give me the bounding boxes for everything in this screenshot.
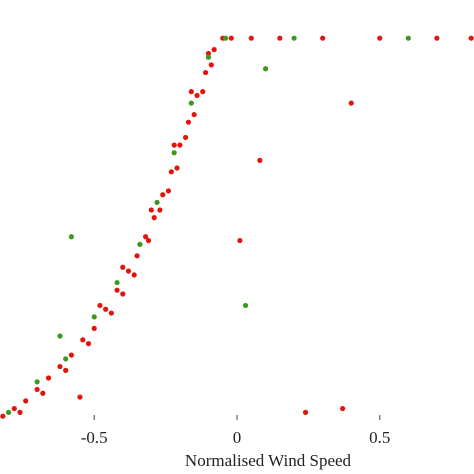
point [5,409,12,415]
point [63,356,69,362]
x-axis-label: Normalised Wind Speed [185,451,352,470]
point [91,314,97,320]
point [120,291,126,297]
point [242,302,249,309]
point [148,207,154,213]
point [68,234,74,240]
point [134,253,140,259]
point [57,363,63,370]
point [257,157,263,163]
point [171,142,177,148]
point [302,409,309,415]
point [205,54,212,60]
point [145,237,152,244]
point [40,390,46,396]
point [160,192,166,198]
point [191,111,197,118]
point [188,100,194,106]
point [103,306,109,312]
point [97,302,103,309]
point [177,142,183,148]
point [171,150,177,156]
point [277,35,283,41]
point [194,92,200,99]
point [222,35,229,41]
point [202,69,209,76]
point [34,379,40,385]
point [205,50,212,57]
point [188,89,194,95]
point [154,199,160,205]
point [377,35,383,41]
point [125,268,132,274]
point [168,169,174,175]
point [108,310,114,316]
point [211,47,217,53]
x-tick-label: 0 [233,428,242,447]
point [320,35,326,41]
point [185,119,192,125]
point [291,35,297,41]
point [348,100,354,106]
point [157,207,163,213]
point [17,409,23,415]
point [63,367,69,373]
point [340,405,346,412]
point [405,35,411,41]
point [165,188,172,194]
point [45,375,52,381]
point [174,165,180,171]
point [183,134,189,141]
point [137,241,143,247]
point [68,352,74,358]
point [57,333,63,339]
point [143,234,149,240]
point [200,89,206,95]
point [131,272,137,278]
point [228,35,234,41]
point [114,279,120,286]
point [151,215,157,221]
x-tick-label: 0.5 [369,428,390,447]
point [23,398,29,404]
point [91,325,97,331]
point [262,66,269,72]
x-tick-label: -0.5 [81,428,108,447]
point [80,337,86,343]
point [468,35,474,41]
point [114,287,120,293]
point [11,405,17,412]
point [237,237,243,244]
point [120,264,126,270]
point [85,341,92,347]
point [0,413,6,419]
point [248,35,254,41]
point [434,35,440,41]
point [77,394,83,400]
point [34,386,40,393]
point [208,62,214,68]
